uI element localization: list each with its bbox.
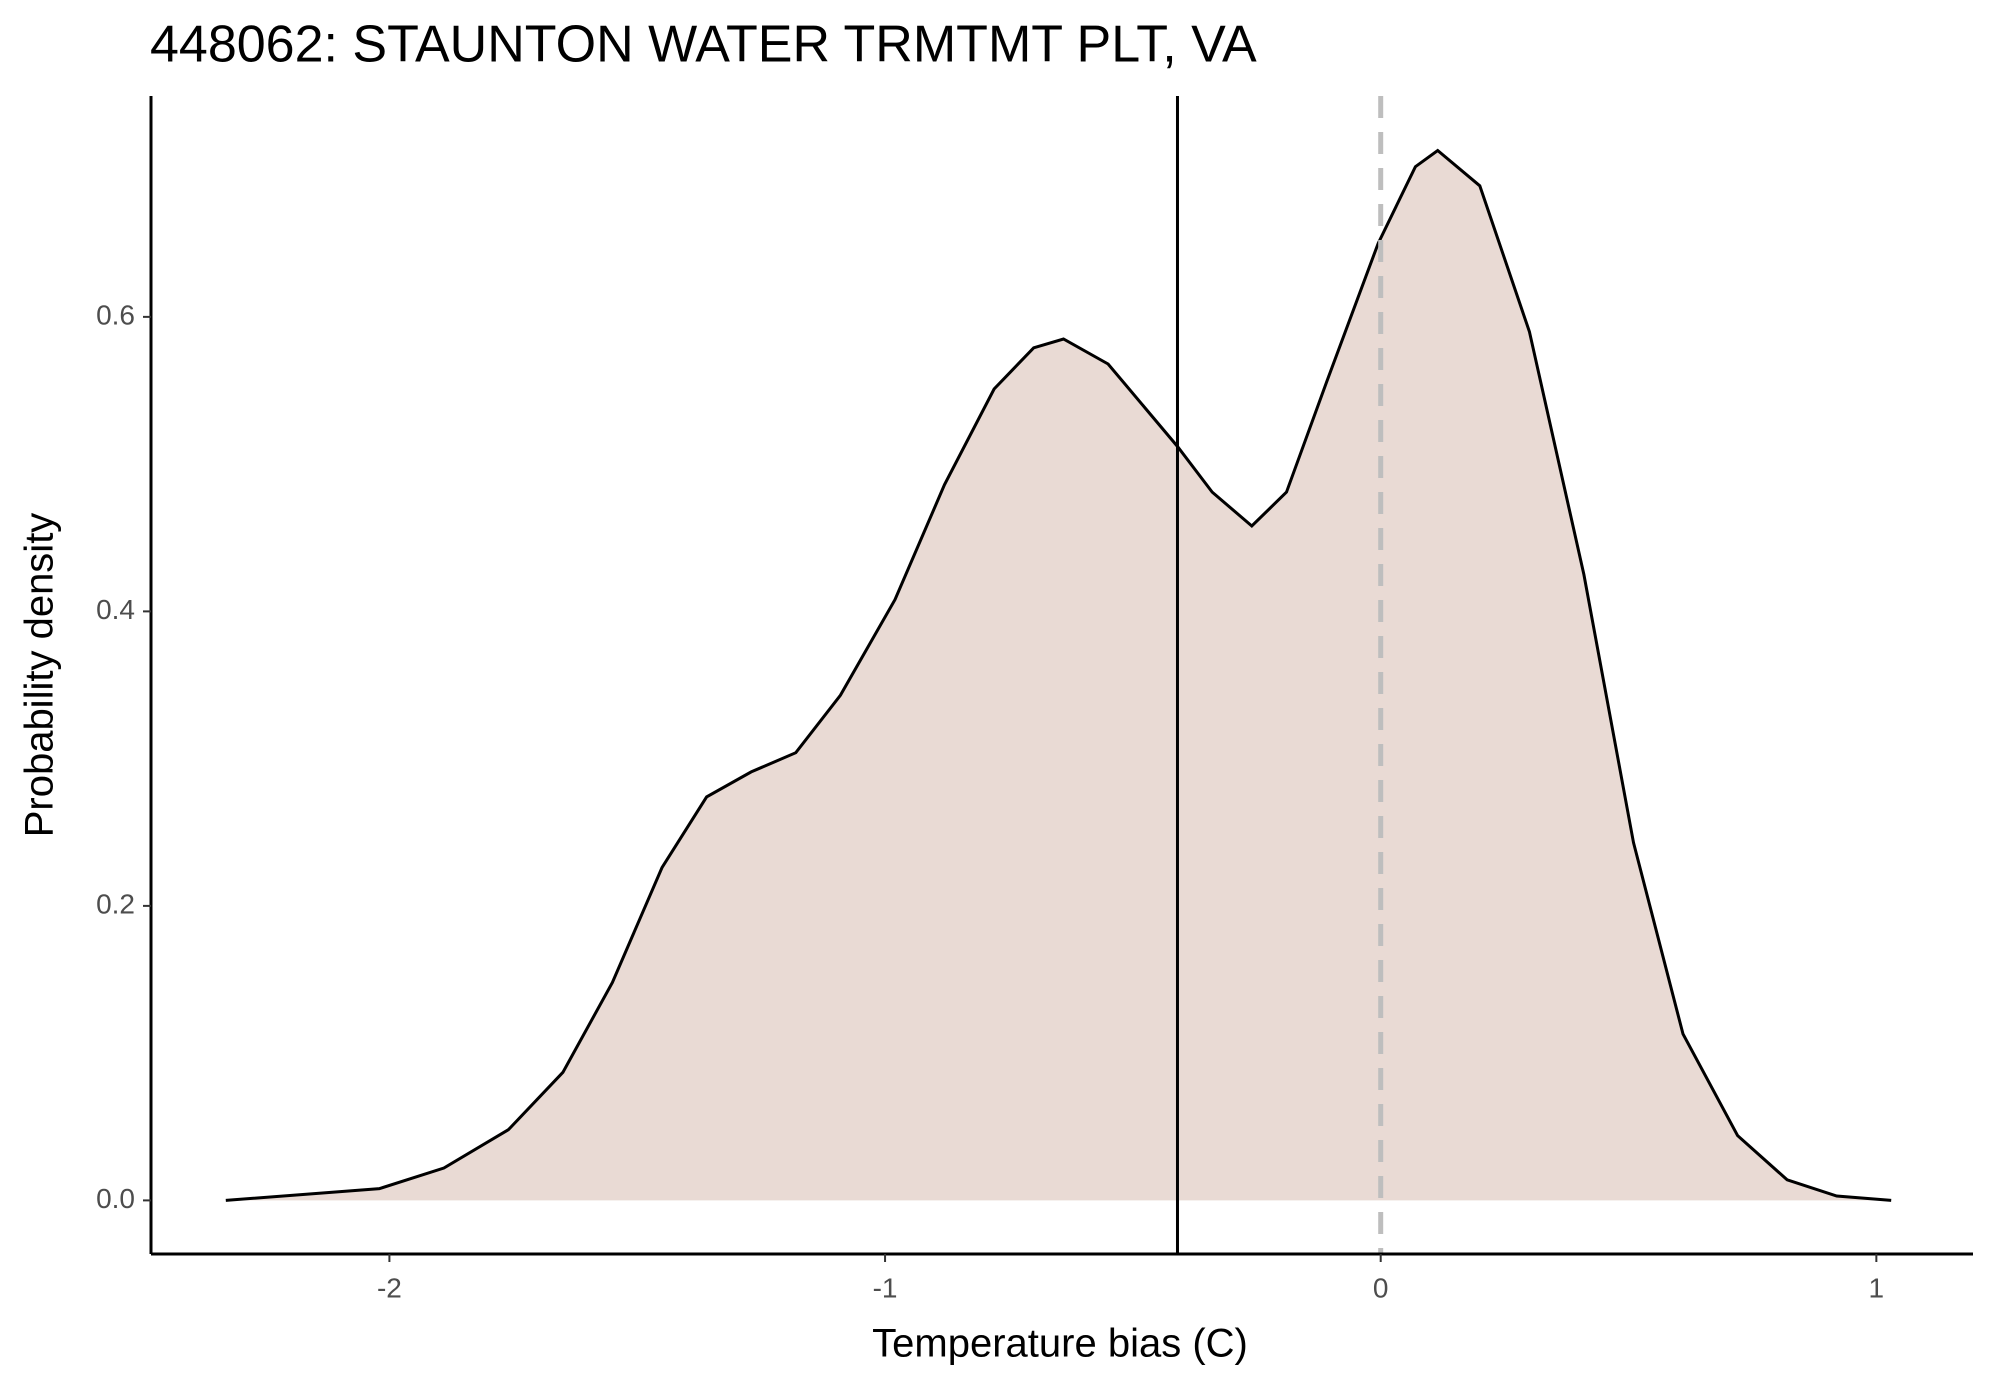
y-tick-label: 0.2	[96, 888, 135, 919]
density-line	[225, 148, 1892, 1202]
y-tick-label: 0.6	[96, 299, 135, 330]
x-tick-label: -1	[873, 1272, 898, 1303]
y-tick-label: 0.4	[96, 594, 135, 625]
y-axis-title: Probability density	[18, 513, 62, 838]
y-tick-label: 0.0	[96, 1183, 135, 1214]
x-tick-label: -2	[377, 1272, 402, 1303]
density-area	[225, 150, 1892, 1201]
x-axis-title: Temperature bias (C)	[872, 1322, 1248, 1366]
x-tick-label: 0	[1373, 1272, 1389, 1303]
chart-title: 448062: STAUNTON WATER TRMTMT PLT, VA	[150, 16, 1257, 74]
x-tick-label: 1	[1869, 1272, 1885, 1303]
